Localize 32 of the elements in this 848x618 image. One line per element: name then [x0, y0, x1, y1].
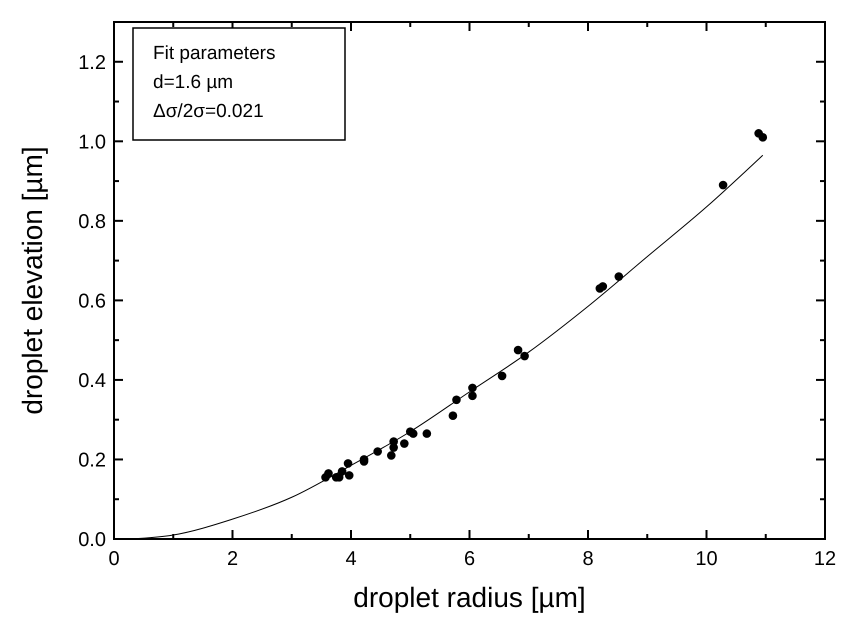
y-tick-label: 0.8 [78, 210, 106, 233]
x-tick-label: 12 [814, 548, 836, 570]
y-tick-label: 0.2 [78, 449, 106, 472]
y-tick-label: 1.0 [78, 131, 106, 154]
x-tick-label: 4 [345, 548, 357, 570]
point [386, 451, 396, 460]
point [598, 282, 608, 291]
note-box: Fit parameters d=1.6 µm Δσ/2σ=0.021 [132, 27, 346, 141]
point [344, 471, 354, 480]
point [422, 429, 432, 438]
y-tick-label: 1.2 [78, 52, 106, 74]
x-tick-label: 8 [582, 548, 594, 570]
point [758, 133, 768, 142]
point [498, 372, 506, 380]
annotation: Δσ/2σ=0.021 [153, 101, 264, 122]
x-axis-title: droplet radius [µm] [353, 582, 586, 613]
y-tick-label: 0.4 [78, 370, 106, 392]
x-tick-label: 0 [108, 548, 120, 570]
point [324, 469, 333, 478]
point [448, 411, 458, 420]
point [514, 346, 522, 354]
text: 0.0 [78, 529, 106, 551]
x-tick-label: 6 [464, 548, 476, 570]
annotation: d=1.6 µm [153, 72, 234, 93]
point [718, 180, 728, 190]
x-tick-label: 2 [226, 548, 238, 570]
annotation: Fit parameters [153, 43, 276, 64]
point [468, 392, 477, 400]
y-axis-title: droplet elevation [µm] [17, 146, 48, 415]
x-tick-label: 10 [695, 548, 718, 570]
y-tick-label: 0.6 [78, 290, 106, 312]
point [400, 439, 409, 448]
